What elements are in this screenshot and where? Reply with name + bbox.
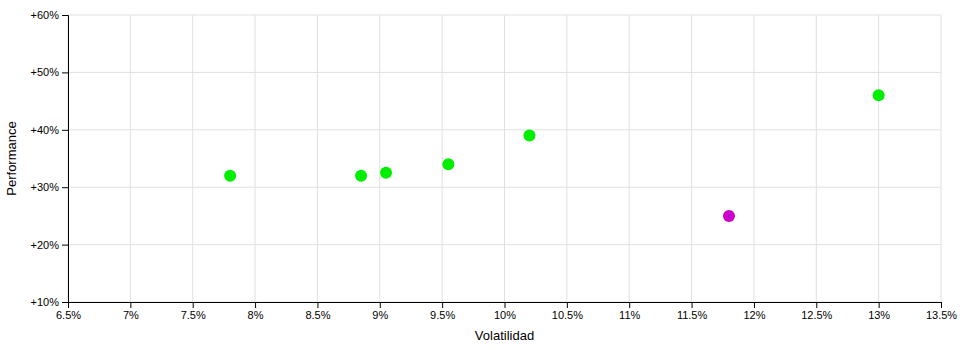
y-tick-mark bbox=[62, 130, 68, 131]
point bbox=[224, 170, 236, 182]
y-tick-label: +40% bbox=[31, 124, 60, 136]
x-tick-label: 9% bbox=[372, 309, 388, 321]
x-tick-label: 12% bbox=[743, 309, 765, 321]
x-tick: 9.5% bbox=[430, 302, 455, 321]
y-tick-mark bbox=[62, 72, 68, 73]
grid-line-x bbox=[442, 15, 443, 302]
points bbox=[224, 89, 885, 222]
y-tick: +50% bbox=[31, 66, 68, 78]
x-axis: 6.5% 7% 7.5% 8% 8.5% 9% 9.5% 10% 10.5% 11% 11.5% 12… bbox=[56, 302, 957, 321]
y-tick: +20% bbox=[31, 239, 68, 251]
x-tick: 13% bbox=[868, 302, 890, 321]
x-tick-mark bbox=[380, 302, 381, 308]
x-tick-mark bbox=[193, 302, 194, 308]
grid-line-x bbox=[691, 15, 692, 302]
y-tick-mark bbox=[62, 187, 68, 188]
x-tick-mark bbox=[941, 302, 942, 308]
x-tick: 6.5% bbox=[56, 302, 81, 321]
x-tick-label: 6.5% bbox=[56, 309, 81, 321]
x-tick-label: 11.5% bbox=[677, 309, 708, 321]
point bbox=[355, 170, 367, 182]
x-tick-label: 9.5% bbox=[430, 309, 455, 321]
x-tick-mark bbox=[130, 302, 131, 308]
x-tick-label: 12.5% bbox=[801, 309, 832, 321]
y-axis: +10% +20% +30% +40% +50% +60% bbox=[31, 9, 69, 308]
grid-line-x bbox=[130, 15, 131, 302]
grid-line-x bbox=[255, 15, 256, 302]
y-tick-label: +50% bbox=[31, 66, 60, 78]
point bbox=[723, 210, 735, 222]
x-tick-mark bbox=[816, 302, 817, 308]
chart: 6.5% 7% 7.5% 8% 8.5% 9% 9.5% 10% 10.5% 11% 11.5% 12… bbox=[0, 0, 966, 350]
grid-line-x bbox=[317, 15, 318, 302]
x-tick-label: 8% bbox=[248, 309, 264, 321]
y-tick: +10% bbox=[31, 296, 68, 308]
y-tick-mark bbox=[62, 245, 68, 246]
y-tick-label: +30% bbox=[31, 181, 60, 193]
x-axis-title: Volatilidad bbox=[475, 328, 534, 343]
point bbox=[523, 130, 535, 142]
x-tick-mark bbox=[317, 302, 318, 308]
grid-line-x bbox=[192, 15, 193, 302]
x-tick-mark bbox=[442, 302, 443, 308]
x-tick-mark bbox=[567, 302, 568, 308]
x-tick: 8.5% bbox=[305, 302, 330, 321]
y-tick: +60% bbox=[31, 9, 68, 21]
grid-line-x bbox=[629, 15, 630, 302]
y-tick-mark bbox=[62, 302, 68, 303]
y-tick: +40% bbox=[31, 124, 68, 136]
y-tick: +30% bbox=[31, 181, 68, 193]
grid-line-y bbox=[68, 15, 941, 16]
y-axis-title: Performance bbox=[4, 121, 19, 195]
x-tick: 9% bbox=[372, 302, 388, 321]
grid-line-x bbox=[753, 15, 754, 302]
x-tick: 13.5% bbox=[926, 302, 957, 321]
x-tick-mark bbox=[879, 302, 880, 308]
x-tick-mark bbox=[754, 302, 755, 308]
grid-line-x bbox=[566, 15, 567, 302]
x-tick: 11% bbox=[619, 302, 640, 321]
y-tick-label: +10% bbox=[31, 296, 60, 308]
x-tick: 12% bbox=[743, 302, 765, 321]
x-tick-mark bbox=[255, 302, 256, 308]
plot: 6.5% 7% 7.5% 8% 8.5% 9% 9.5% 10% 10.5% 11% 11.5% 12… bbox=[31, 9, 958, 321]
point bbox=[380, 167, 392, 179]
grid-line-x bbox=[941, 15, 942, 302]
x-tick: 7.5% bbox=[181, 302, 206, 321]
y-axis-line bbox=[62, 16, 69, 303]
y-tick-mark bbox=[62, 15, 68, 16]
x-tick-mark bbox=[692, 302, 693, 308]
point bbox=[442, 158, 454, 170]
x-tick-mark bbox=[505, 302, 506, 308]
x-axis-line bbox=[69, 303, 942, 309]
x-tick: 10% bbox=[494, 302, 516, 321]
grid-line-y bbox=[68, 244, 941, 245]
x-tick-mark bbox=[629, 302, 630, 308]
x-tick: 12.5% bbox=[801, 302, 832, 321]
grid-line-y bbox=[68, 129, 941, 130]
x-tick-label: 13% bbox=[868, 309, 890, 321]
point bbox=[873, 89, 885, 101]
grid-line-x bbox=[878, 15, 879, 302]
y-tick-label: +20% bbox=[31, 239, 60, 251]
grid-line-x bbox=[504, 15, 505, 302]
x-tick-label: 8.5% bbox=[305, 309, 330, 321]
x-tick-label: 11% bbox=[619, 309, 640, 321]
x-tick-label: 10.5% bbox=[552, 309, 583, 321]
x-tick: 7% bbox=[123, 302, 139, 321]
grid-line-x bbox=[816, 15, 817, 302]
x-tick: 10.5% bbox=[552, 302, 583, 321]
x-tick-label: 7.5% bbox=[181, 309, 206, 321]
y-tick-label: +60% bbox=[31, 9, 60, 21]
grid bbox=[68, 15, 941, 302]
grid-line-y bbox=[68, 187, 941, 188]
x-tick: 11.5% bbox=[677, 302, 708, 321]
grid-line-x bbox=[379, 15, 380, 302]
x-tick-label: 13.5% bbox=[926, 309, 957, 321]
grid-line-y bbox=[68, 72, 941, 73]
x-tick-label: 7% bbox=[123, 309, 139, 321]
x-tick: 8% bbox=[248, 302, 264, 321]
x-tick-label: 10% bbox=[494, 309, 516, 321]
